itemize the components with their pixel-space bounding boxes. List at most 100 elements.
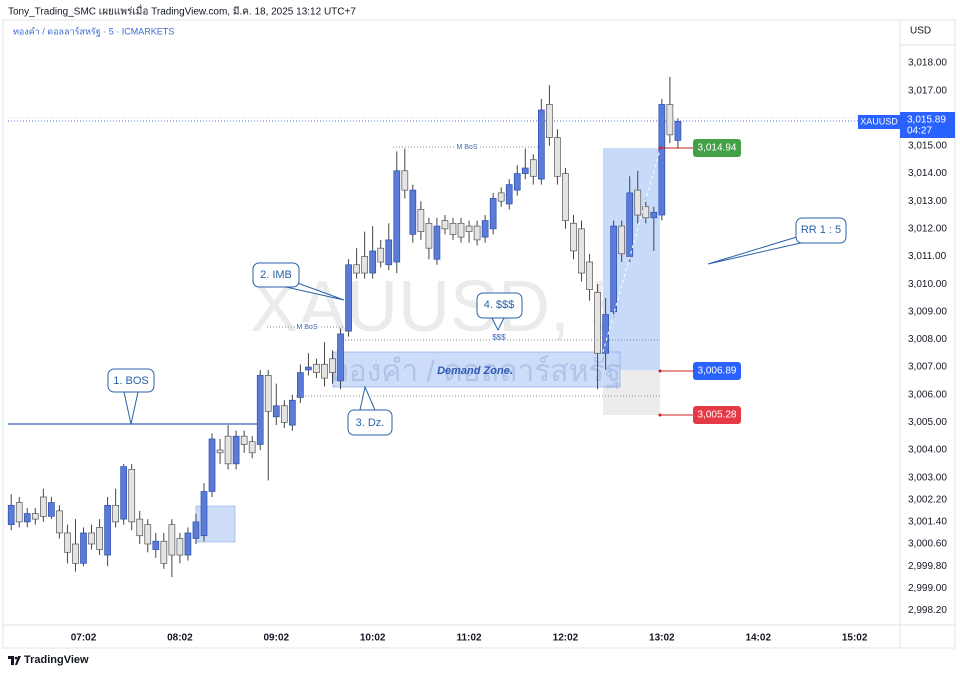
- x-tick-label: 11:02: [457, 633, 482, 644]
- stop-tag-text: 3,005.28: [698, 410, 737, 421]
- candle-body: [297, 372, 304, 398]
- candle-body: [120, 466, 128, 520]
- candle-body: [232, 435, 240, 465]
- candle-body: [361, 256, 368, 274]
- chart-frame: [2, 19, 956, 649]
- y-tick-label: 3,013.00: [908, 196, 947, 207]
- candle-body: [626, 192, 634, 257]
- candle-body: [457, 222, 465, 238]
- y-tick-label: 3,003.00: [908, 472, 947, 483]
- y-tick-label: 2,999.80: [908, 561, 947, 572]
- x-tick-label: 14:02: [745, 633, 771, 644]
- candle-body: [104, 504, 111, 556]
- y-tick-label: 3,018.00: [908, 58, 947, 69]
- y-tick-label: 2,998.20: [908, 605, 947, 616]
- demand-zone-label: Demand Zone.: [437, 365, 513, 377]
- candle-body: [200, 491, 208, 537]
- candle-body: [136, 518, 144, 537]
- overlay: M BoS M BoS $$$ Demand Zone. 1. BOS 2. I…: [8, 139, 847, 436]
- candle-body: [521, 167, 529, 174]
- x-tick-label: 09:02: [263, 633, 289, 644]
- candle-body: [377, 247, 385, 263]
- entry-tag-text: 3,006.89: [698, 366, 737, 377]
- watermark-sub: ทองคำ / ดอลลาร์สหรัฐ: [329, 354, 621, 389]
- y-tick-label: 3,002.20: [908, 494, 947, 505]
- candle-body: [401, 170, 409, 191]
- candle-body: [128, 469, 136, 523]
- x-tick-label: 08:02: [167, 633, 193, 644]
- x-tick-label: 12:02: [553, 633, 579, 644]
- candle-body: [554, 137, 561, 177]
- countdown: 04:27: [907, 126, 932, 137]
- mbos-label: M BoS: [456, 144, 477, 151]
- candle-body: [441, 220, 449, 230]
- candle-body: [208, 438, 216, 492]
- callout: RR 1 : 5: [707, 217, 847, 265]
- candle-body: [305, 366, 312, 371]
- candle-body: [192, 521, 200, 539]
- candle-body: [353, 264, 360, 274]
- candle-body: [321, 363, 328, 379]
- candle-body: [160, 540, 168, 564]
- callout: 4. $$$: [476, 292, 523, 332]
- candle-body: [96, 527, 103, 550]
- candle-body: [15, 502, 23, 523]
- candle-body: [256, 375, 264, 445]
- y-tick-label: 3,007.00: [908, 362, 947, 373]
- callout-text: 3. Dz.: [356, 417, 385, 429]
- candle-body: [546, 104, 553, 138]
- callout-text: RR 1 : 5: [801, 224, 841, 236]
- publisher: Tony_Trading_SMC เผยแพร่เมื่อ TradingVie…: [8, 4, 356, 18]
- callout-text: 4. $$$: [484, 299, 515, 311]
- candle-body: [497, 192, 505, 202]
- y-tick-label: 3,005.00: [908, 417, 947, 428]
- y-tick-label: 3,014.00: [908, 168, 947, 179]
- x-tick-label: 10:02: [360, 633, 386, 644]
- liquidity-mark: $$$: [492, 333, 506, 342]
- candle-body: [176, 538, 184, 556]
- y-tick-label: 3,001.40: [908, 517, 947, 528]
- x-tick-label: 13:02: [649, 633, 675, 644]
- callout: 1. BOS: [107, 368, 155, 425]
- candle-body: [23, 513, 31, 523]
- candle-body: [610, 225, 617, 313]
- y-tick-label: 3,000.60: [908, 539, 947, 550]
- candle-body: [39, 496, 47, 517]
- tag-dot: [658, 369, 662, 373]
- candle-body: [152, 540, 160, 550]
- y-tick-label: 3,009.00: [908, 306, 947, 317]
- candle-body: [417, 209, 425, 232]
- candle-body: [465, 225, 473, 232]
- candles: [7, 76, 682, 578]
- candle-body: [72, 543, 79, 564]
- candle-body: [56, 510, 63, 534]
- candle-body: [248, 441, 256, 454]
- callout-text: 1. BOS: [113, 375, 148, 387]
- candle-body: [570, 222, 577, 252]
- candle-body: [642, 206, 650, 219]
- candle-body: [586, 261, 593, 291]
- candle-body: [345, 264, 352, 332]
- x-tick-label: 07:02: [71, 633, 97, 644]
- trade-path: [602, 149, 661, 353]
- mbos-label: M BoS: [296, 324, 317, 331]
- y-tick-label: 3,017.00: [908, 85, 947, 96]
- candle-body: [184, 532, 192, 556]
- candle-body: [64, 532, 71, 553]
- y-tick-label: 2,999.00: [908, 583, 947, 594]
- candle-body: [449, 222, 457, 235]
- symbol-tag: [858, 115, 900, 129]
- demand-zone: [332, 351, 621, 388]
- candle-body: [393, 170, 401, 263]
- x-tick-label: 15:02: [842, 633, 868, 644]
- footer-brand: TradingView: [24, 654, 89, 666]
- candle-body: [650, 211, 658, 219]
- candle-body: [505, 184, 513, 205]
- candle-body: [562, 173, 569, 221]
- candle-body: [144, 524, 152, 545]
- candle-body: [634, 189, 642, 216]
- currency: USD: [910, 26, 931, 37]
- candle-body: [240, 435, 248, 445]
- candle-body: [674, 120, 682, 141]
